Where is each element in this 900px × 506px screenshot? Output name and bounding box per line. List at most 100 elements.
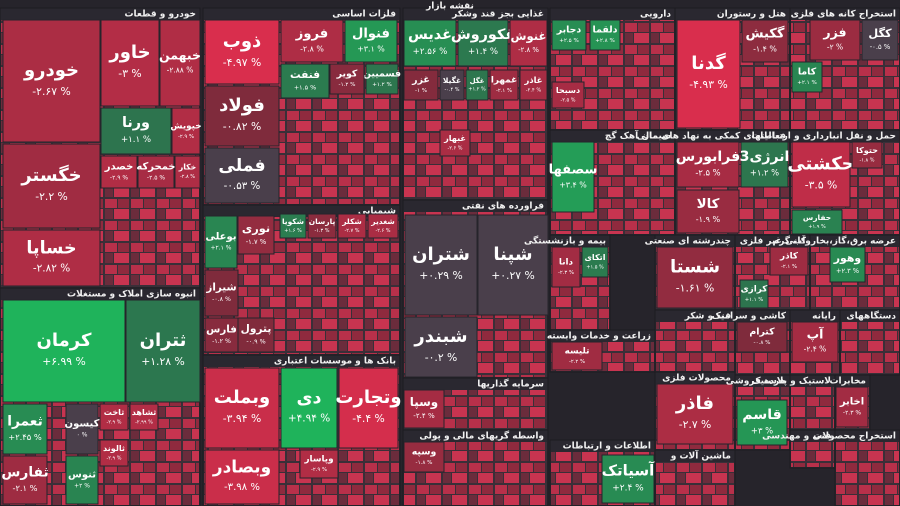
tile-name: شپنا bbox=[493, 244, 532, 265]
tile bbox=[137, 155, 175, 189]
tile bbox=[280, 367, 338, 449]
sector: غذایی بجز قند وشکر غدیس +۲.۵۶ %غکوروش +۱.۴ … bbox=[402, 7, 549, 201]
tile-name: دجابر bbox=[556, 24, 582, 35]
tile-change: -۴.۴ % bbox=[352, 412, 385, 425]
sector-filler bbox=[656, 462, 734, 505]
tile bbox=[403, 69, 439, 101]
tile-change: +۲.۳ % bbox=[836, 267, 859, 275]
tile bbox=[279, 213, 307, 239]
sector: عرضه برق،گاز،بخاروآب گرم وهور +۲.۳ % bbox=[773, 234, 900, 311]
tile-name: نوری bbox=[242, 222, 270, 235]
tile-change: +۳ % bbox=[751, 425, 773, 435]
sector-label: خرده فروشی bbox=[726, 377, 786, 387]
tile-change: -۲.۶ % bbox=[375, 228, 390, 234]
tile bbox=[403, 441, 445, 473]
sector-label: اطلاعات و ارتباطات bbox=[563, 442, 651, 452]
tile bbox=[159, 19, 201, 107]
tile bbox=[2, 403, 48, 455]
tile-name: کاما bbox=[798, 66, 817, 77]
tile bbox=[851, 141, 883, 169]
sector-label: فعالیتهای کمکی به نهاد های مالی bbox=[637, 132, 786, 142]
tile-change: -۰.۸ % bbox=[754, 340, 771, 346]
tile-change: -۰.۸ % bbox=[212, 296, 231, 303]
sector: سرمایه گذاریها وسپا-۲.۴ % bbox=[402, 377, 549, 431]
sector-label: هتل و رستوران bbox=[717, 10, 786, 20]
tile bbox=[2, 455, 48, 505]
tile bbox=[551, 141, 595, 213]
sector-label: رایانه bbox=[812, 312, 836, 322]
tile-name: ثتران bbox=[140, 330, 187, 351]
tile-name: وپاسار bbox=[303, 455, 333, 465]
sector-label: لاستیک و پلاستیک bbox=[751, 377, 831, 387]
tile-change: -۱.۸ % bbox=[859, 157, 874, 163]
tile-change: -۰.۸۲ % bbox=[223, 120, 261, 133]
tile bbox=[2, 299, 126, 403]
sector-label: بیمه و بازنشستگی bbox=[524, 235, 606, 247]
tile bbox=[457, 19, 509, 67]
tile bbox=[171, 107, 201, 155]
tile-change: -۲.۱ % bbox=[496, 88, 512, 94]
sector-label: واسطه گریهای مالی و پولی bbox=[419, 430, 544, 442]
sector-label: ماشین آلات و bbox=[670, 450, 731, 462]
tile-name: فاذر bbox=[675, 393, 714, 414]
tile-change: -۱.۸ % bbox=[416, 460, 433, 466]
tile-name: خکار bbox=[178, 163, 197, 172]
tile-change: +۴.۹۴ % bbox=[288, 413, 330, 425]
tile-name: کرمان bbox=[37, 330, 92, 351]
sector: رایانه آپ -۲.۴ % bbox=[789, 309, 841, 376]
tile-change: -۱.۴ % bbox=[753, 44, 777, 53]
tile bbox=[344, 19, 398, 63]
tile bbox=[280, 63, 330, 99]
tile bbox=[741, 19, 789, 63]
tile bbox=[551, 341, 603, 371]
tile-name: قاسم bbox=[742, 407, 781, 423]
tile bbox=[589, 19, 621, 51]
tile bbox=[2, 229, 101, 287]
tile-change: -۲.۳ % bbox=[558, 270, 574, 276]
tile-name: حتوکا bbox=[856, 145, 878, 155]
tile-change: -۲.۵ % bbox=[560, 97, 575, 103]
tile bbox=[676, 189, 740, 234]
tile-name: وبصادر bbox=[212, 457, 271, 478]
tile-change: -۰.۵۳ % bbox=[224, 180, 261, 192]
sector-label: عرضه برق،گاز،بخاروآب گرم bbox=[773, 235, 896, 247]
tile-change: -۲.۸ % bbox=[300, 44, 324, 53]
sector-label: مخابرات bbox=[829, 377, 866, 387]
tile-name: کالا bbox=[697, 197, 720, 212]
sector: سیمان آهک گچ سصفها +۳.۴ % bbox=[549, 129, 676, 236]
sector: مخابرات اخابر -۲.۳ % bbox=[829, 374, 871, 431]
sector-label: انبوه سازی املاک و مستغلات bbox=[67, 290, 196, 300]
tile-name: تلیسه bbox=[565, 347, 590, 357]
tile bbox=[204, 19, 280, 85]
tile-name: حفارس bbox=[803, 213, 831, 222]
sector: دارویی دجابر +۲.۵ % دلقما +۲.۸ % دسبحا -۲.۵ % bbox=[549, 7, 676, 131]
tile-change: -۱.۹ % bbox=[696, 214, 721, 224]
tile bbox=[736, 321, 788, 353]
tile-change: +۱.۲ % bbox=[750, 167, 779, 177]
tile-name: شتران bbox=[412, 244, 470, 265]
tile bbox=[2, 19, 101, 143]
tile-name: گدنا bbox=[691, 52, 726, 74]
tile-change: -۲.۹۹ % bbox=[135, 419, 153, 425]
tile-change: -۲.۶۷ % bbox=[32, 85, 70, 98]
tile bbox=[204, 215, 238, 269]
tile bbox=[99, 403, 129, 431]
tile-name: سصفها bbox=[549, 162, 598, 177]
tile bbox=[791, 141, 851, 208]
tile bbox=[204, 85, 280, 147]
tile-change: -۲.۹ % bbox=[106, 419, 121, 425]
sector-label: غذایی بجز قند وشکر bbox=[451, 10, 544, 20]
tile-name: خودرو bbox=[23, 60, 79, 81]
tile-name: ثاخت bbox=[104, 407, 124, 417]
tile bbox=[367, 213, 399, 239]
tile-name: بوعلی bbox=[205, 232, 236, 243]
tile bbox=[299, 449, 339, 479]
tile-name: شغدیر bbox=[370, 217, 394, 226]
sector-label: دستگاههای bbox=[846, 310, 896, 322]
tile-name: وتجارت bbox=[335, 387, 401, 408]
sector-filler bbox=[836, 442, 899, 505]
tile bbox=[791, 321, 839, 363]
tile bbox=[791, 209, 843, 235]
tile-name: فزر bbox=[822, 25, 846, 40]
